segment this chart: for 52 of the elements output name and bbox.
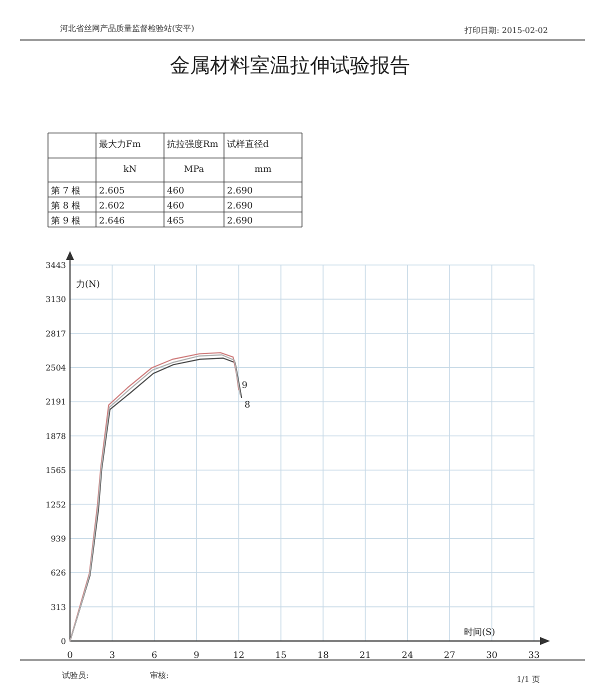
text: 2.690: [227, 216, 253, 226]
text: kN: [123, 165, 137, 175]
x-tick-label: 0: [67, 651, 74, 661]
y-tick-label: 3443: [46, 261, 66, 270]
y-tick-label: 1878: [46, 432, 66, 441]
text: 第 9 根: [51, 216, 80, 226]
text: 河北省丝网产品质量监督检验站(安平): [60, 24, 194, 33]
x-tick-label: 9: [194, 651, 200, 661]
text: mm: [254, 165, 272, 175]
text: 最大力Fm: [99, 140, 141, 150]
y-tick-label: 3130: [46, 295, 66, 304]
text: 2.605: [99, 186, 125, 196]
text: 465: [167, 216, 184, 226]
text: 2.690: [227, 186, 253, 196]
y-tick-label: 1252: [46, 500, 66, 510]
y-tick-label: 2504: [46, 364, 66, 373]
text: 2.690: [227, 202, 253, 212]
y-tick-label: 2191: [46, 398, 66, 407]
text: 打印日期: 2015-02-02: [464, 26, 548, 35]
y-tick-label: 626: [50, 568, 66, 578]
text: 第 7 根: [51, 186, 80, 196]
text: 460: [167, 186, 184, 196]
x-tick-label: 24: [402, 651, 414, 661]
text: 2.646: [99, 216, 125, 226]
y-tick-label: 313: [50, 602, 66, 612]
y-tick-label: 1565: [46, 466, 66, 476]
x-tick-label: 6: [151, 651, 158, 661]
text: 审核:: [150, 671, 169, 680]
x-tick-label: 21: [360, 651, 371, 661]
text: 试样直径d: [227, 140, 269, 150]
y-tick-label: 2817: [46, 329, 66, 338]
y-axis-title: 力(N): [76, 279, 100, 290]
text: 460: [167, 202, 184, 212]
series-label: 8: [244, 400, 251, 410]
text: 抗拉强度Rm: [167, 140, 218, 150]
series-label: 9: [242, 380, 248, 391]
x-tick-label: 12: [233, 651, 244, 661]
x-tick-label: 27: [444, 651, 456, 661]
x-axis-title: 时间(S): [464, 627, 496, 638]
text: 金属材料室温拉伸试验报告: [170, 53, 410, 77]
y-tick-label: 0: [60, 637, 66, 646]
text: 试验员:: [62, 671, 89, 680]
text: MPa: [184, 165, 204, 175]
text: 第 8 根: [51, 202, 80, 212]
y-tick-label: 939: [50, 534, 66, 544]
x-tick-label: 30: [486, 651, 498, 661]
x-tick-label: 18: [317, 651, 330, 661]
text: 2.602: [99, 202, 125, 212]
x-tick-label: 3: [109, 651, 116, 661]
x-tick-label: 33: [528, 651, 540, 661]
x-tick-label: 15: [275, 651, 287, 661]
text: 1/1 页: [516, 675, 540, 684]
